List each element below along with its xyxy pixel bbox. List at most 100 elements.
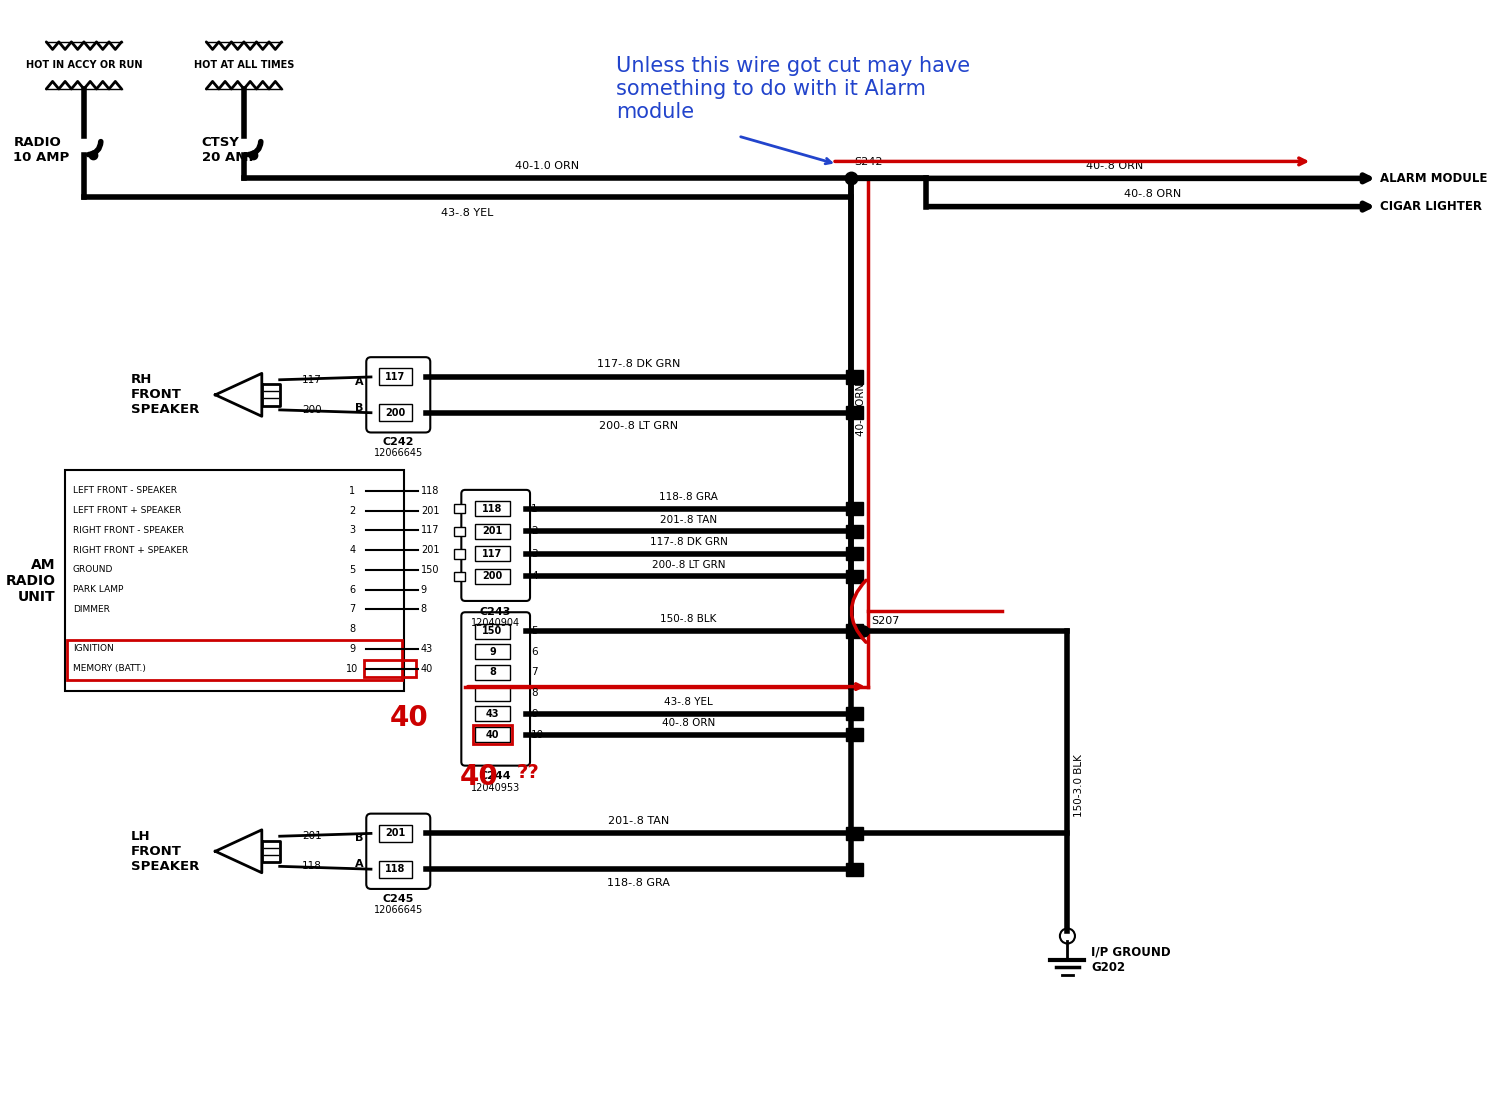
Text: Unless this wire got cut may have
something to do with it Alarm
module: Unless this wire got cut may have someth… xyxy=(616,56,970,123)
Text: HOT AT ALL TIMES: HOT AT ALL TIMES xyxy=(193,61,295,71)
Text: 2: 2 xyxy=(350,506,356,516)
Text: 201: 201 xyxy=(385,828,406,838)
Text: 4: 4 xyxy=(350,545,356,555)
Text: 40-1.0 ORN: 40-1.0 ORN xyxy=(515,161,579,171)
Text: 5: 5 xyxy=(531,626,537,636)
Bar xyxy=(847,827,863,840)
FancyBboxPatch shape xyxy=(461,490,530,601)
Text: 200: 200 xyxy=(385,407,406,417)
Text: 117-.8 DK GRN: 117-.8 DK GRN xyxy=(597,360,680,370)
Bar xyxy=(378,861,412,878)
Text: 118-.8 GRA: 118-.8 GRA xyxy=(659,492,719,502)
Text: 40-.8 ORN: 40-.8 ORN xyxy=(1123,189,1181,199)
Text: 8: 8 xyxy=(350,624,356,634)
Text: 40-.8 ORN: 40-.8 ORN xyxy=(1086,161,1143,171)
Bar xyxy=(454,572,466,581)
Text: I/P GROUND
G202: I/P GROUND G202 xyxy=(1091,945,1171,974)
Text: 9: 9 xyxy=(490,647,496,657)
Bar xyxy=(475,501,510,517)
Text: 8: 8 xyxy=(531,688,537,698)
Bar xyxy=(378,825,412,842)
Bar xyxy=(847,524,863,538)
Text: 10: 10 xyxy=(531,730,545,740)
Text: AM
RADIO
UNIT: AM RADIO UNIT xyxy=(6,558,55,604)
Text: 201: 201 xyxy=(482,527,503,537)
Text: HOT IN ACCY OR RUN: HOT IN ACCY OR RUN xyxy=(25,61,143,71)
Bar xyxy=(475,665,510,680)
Bar xyxy=(454,527,466,537)
Text: 12066645: 12066645 xyxy=(373,905,423,915)
Text: 4: 4 xyxy=(531,572,537,582)
Text: 40: 40 xyxy=(390,704,429,732)
Text: IGNITION: IGNITION xyxy=(73,645,113,654)
Text: B: B xyxy=(356,834,363,843)
Text: 43-.8 YEL: 43-.8 YEL xyxy=(442,209,494,219)
Bar xyxy=(365,660,417,677)
Text: LH
FRONT
SPEAKER: LH FRONT SPEAKER xyxy=(131,830,199,873)
Text: A: A xyxy=(354,376,363,386)
Bar xyxy=(454,505,466,513)
Text: 9: 9 xyxy=(350,644,356,654)
Text: 7: 7 xyxy=(531,668,537,678)
Text: 201: 201 xyxy=(302,831,321,841)
Text: 40-.8 ORN: 40-.8 ORN xyxy=(856,382,866,436)
Text: 117-.8 DK GRN: 117-.8 DK GRN xyxy=(650,538,728,548)
Text: 117: 117 xyxy=(385,372,406,382)
Bar xyxy=(847,625,863,638)
FancyBboxPatch shape xyxy=(366,358,430,433)
Text: 5: 5 xyxy=(350,565,356,575)
Text: 9: 9 xyxy=(531,709,537,719)
Text: 117: 117 xyxy=(482,549,503,559)
FancyBboxPatch shape xyxy=(366,814,430,889)
Text: 118: 118 xyxy=(482,503,503,513)
Text: 40: 40 xyxy=(460,763,498,790)
Text: 8: 8 xyxy=(490,668,496,678)
Text: A: A xyxy=(354,859,363,870)
Text: C243: C243 xyxy=(481,606,512,617)
Text: PARK LAMP: PARK LAMP xyxy=(73,585,124,594)
Bar xyxy=(475,728,510,742)
Bar xyxy=(378,404,412,422)
Bar xyxy=(847,406,863,420)
Bar xyxy=(475,569,510,584)
Bar xyxy=(475,686,510,701)
Text: 9: 9 xyxy=(421,585,427,595)
Bar xyxy=(67,640,402,680)
Text: C244: C244 xyxy=(479,772,512,782)
Text: C245: C245 xyxy=(382,893,414,904)
Text: RIGHT FRONT - SPEAKER: RIGHT FRONT - SPEAKER xyxy=(73,526,183,534)
Text: ??: ?? xyxy=(516,763,540,782)
Text: GROUND: GROUND xyxy=(73,565,113,574)
Text: 200-.8 LT GRN: 200-.8 LT GRN xyxy=(652,560,725,570)
Bar xyxy=(475,624,510,638)
Text: 2: 2 xyxy=(531,527,537,537)
Text: 201-.8 TAN: 201-.8 TAN xyxy=(607,816,670,826)
Bar xyxy=(65,470,403,691)
Text: 40-.8 ORN: 40-.8 ORN xyxy=(662,718,716,728)
Text: S242: S242 xyxy=(854,157,882,167)
Text: S207: S207 xyxy=(872,616,900,626)
Bar xyxy=(454,549,466,559)
Bar xyxy=(475,546,510,562)
Text: MEMORY (BATT.): MEMORY (BATT.) xyxy=(73,665,146,673)
Text: 3: 3 xyxy=(350,526,356,535)
Text: 201-.8 TAN: 201-.8 TAN xyxy=(661,514,717,524)
Text: 43-.8 YEL: 43-.8 YEL xyxy=(664,698,713,708)
Text: 6: 6 xyxy=(350,585,356,595)
Text: 200: 200 xyxy=(302,405,321,415)
Text: DIMMER: DIMMER xyxy=(73,605,110,614)
Bar xyxy=(847,708,863,721)
Text: 118: 118 xyxy=(385,864,406,874)
Text: LEFT FRONT - SPEAKER: LEFT FRONT - SPEAKER xyxy=(73,487,177,496)
Text: CTSY
20 AMP: CTSY 20 AMP xyxy=(201,136,257,164)
Text: CIGAR LIGHTER: CIGAR LIGHTER xyxy=(1379,200,1482,213)
Text: 8: 8 xyxy=(421,604,427,615)
Bar xyxy=(847,862,863,875)
Text: 150-.8 BLK: 150-.8 BLK xyxy=(661,615,717,625)
Text: 40: 40 xyxy=(485,730,498,740)
Text: 117: 117 xyxy=(421,526,439,535)
Text: 1: 1 xyxy=(531,503,537,513)
Bar xyxy=(847,728,863,741)
Text: 117: 117 xyxy=(302,374,321,385)
Text: 43: 43 xyxy=(485,709,498,719)
